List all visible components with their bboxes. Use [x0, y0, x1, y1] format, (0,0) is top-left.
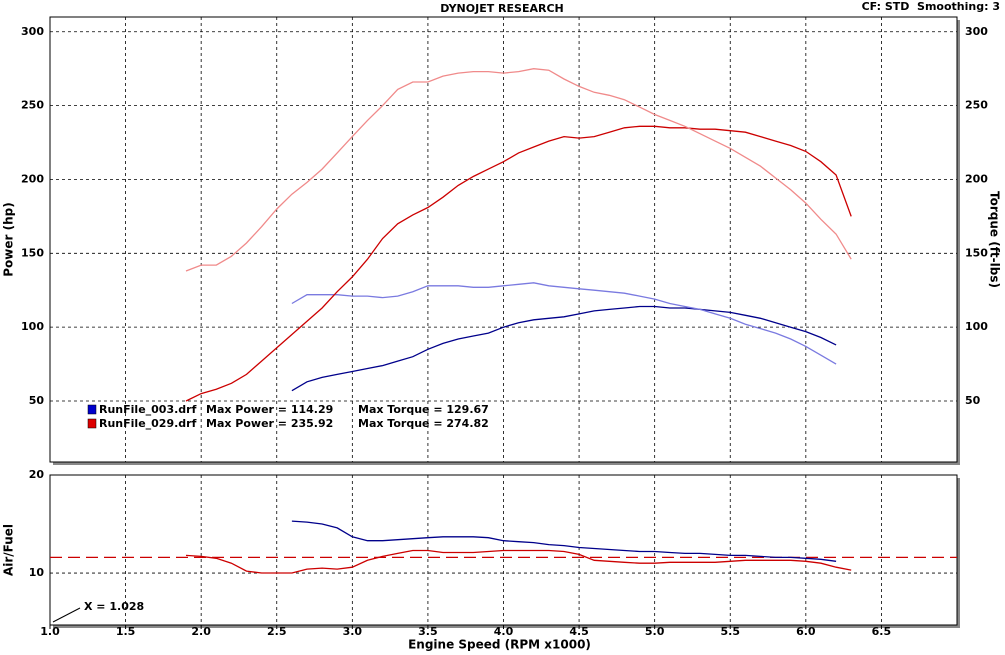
- y2-axis-label: Torque (ft-lbs): [988, 191, 1002, 288]
- y-tick-label: 20: [29, 468, 45, 481]
- legend-swatch: [87, 404, 97, 415]
- y2-tick-label: 200: [965, 172, 988, 185]
- y2-tick-label: 50: [965, 394, 981, 407]
- legend-max-power: Max Power = 114.29: [206, 403, 333, 416]
- x-tick-label: 1.5: [116, 625, 136, 638]
- annotation: X = 1.028: [84, 600, 144, 613]
- legend-max-torque: Max Torque = 129.67: [358, 403, 489, 416]
- y-tick-label: 100: [21, 320, 44, 333]
- series-line: [291, 520, 837, 562]
- legend-max-torque: Max Torque = 274.82: [358, 417, 489, 430]
- y-tick-label: 150: [21, 246, 44, 259]
- y2-tick-label: 150: [965, 246, 988, 259]
- annotation-leader: [52, 607, 81, 623]
- series-line: [185, 68, 852, 272]
- x-tick-label: 5.0: [645, 625, 665, 638]
- x-tick-label: 3.5: [418, 625, 438, 638]
- x-tick-label: 5.5: [721, 625, 741, 638]
- legend-file: RunFile_029.drf: [99, 417, 197, 430]
- series-line: [291, 282, 837, 365]
- legend-swatch: [87, 418, 97, 429]
- y-tick-label: 10: [29, 566, 45, 579]
- y2-tick-label: 250: [965, 99, 988, 112]
- series-line: [291, 305, 837, 392]
- y2-tick-label: 100: [965, 320, 988, 333]
- series-line: [185, 549, 852, 574]
- legend-file: RunFile_003.drf: [99, 403, 197, 416]
- legend-max-power: Max Power = 235.92: [206, 417, 333, 430]
- x-tick-label: 4.0: [494, 625, 514, 638]
- y-axis-label: Power (hp): [2, 202, 16, 276]
- title: DYNOJET RESEARCH: [440, 2, 563, 15]
- y2-tick-label: 300: [965, 25, 988, 38]
- y-tick-label: 250: [21, 99, 44, 112]
- x-tick-label: 1.0: [40, 625, 60, 638]
- x-tick-label: 4.5: [569, 625, 589, 638]
- x-tick-label: 2.0: [191, 625, 211, 638]
- x-tick-label: 6.5: [872, 625, 892, 638]
- series-line: [185, 125, 852, 402]
- x-axis-label: Engine Speed (RPM x1000): [408, 638, 591, 652]
- x-tick-label: 2.5: [267, 625, 287, 638]
- x-tick-label: 6.0: [796, 625, 816, 638]
- y-tick-label: 200: [21, 172, 44, 185]
- settings: CF: STD Smoothing: 3: [862, 0, 1000, 13]
- y-tick-label: 300: [21, 25, 44, 38]
- y-axis-label: Air/Fuel: [2, 524, 16, 576]
- y-tick-label: 50: [29, 394, 45, 407]
- x-tick-label: 3.0: [343, 625, 363, 638]
